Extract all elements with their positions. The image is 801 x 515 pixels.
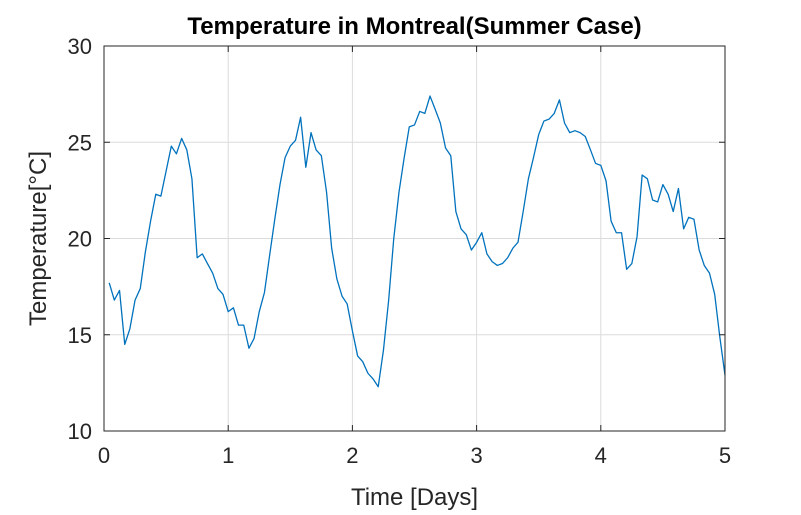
x-tick-label: 5 <box>719 443 731 468</box>
x-tick-labels: 0 1 2 3 4 5 <box>98 443 731 468</box>
y-tick-label: 10 <box>68 419 92 444</box>
y-tick-label: 25 <box>68 130 92 155</box>
y-axis-label: Temperature[°C] <box>25 151 52 326</box>
x-tick-label: 3 <box>470 443 482 468</box>
x-tick-label: 2 <box>346 443 358 468</box>
x-tick-label: 1 <box>222 443 234 468</box>
x-axis-label: Time [Days] <box>351 484 478 511</box>
y-tick-labels: 10 15 20 25 30 <box>68 34 92 444</box>
temperature-series-line <box>108 95 726 388</box>
y-tick-label: 15 <box>68 323 92 348</box>
y-tick-label: 20 <box>68 227 92 252</box>
chart-title: Temperature in Montreal(Summer Case) <box>187 13 641 40</box>
x-tick-label: 0 <box>98 443 110 468</box>
y-tick-label: 30 <box>68 34 92 59</box>
tick-marks <box>103 45 726 432</box>
x-tick-label: 4 <box>595 443 607 468</box>
series-group <box>108 95 726 388</box>
